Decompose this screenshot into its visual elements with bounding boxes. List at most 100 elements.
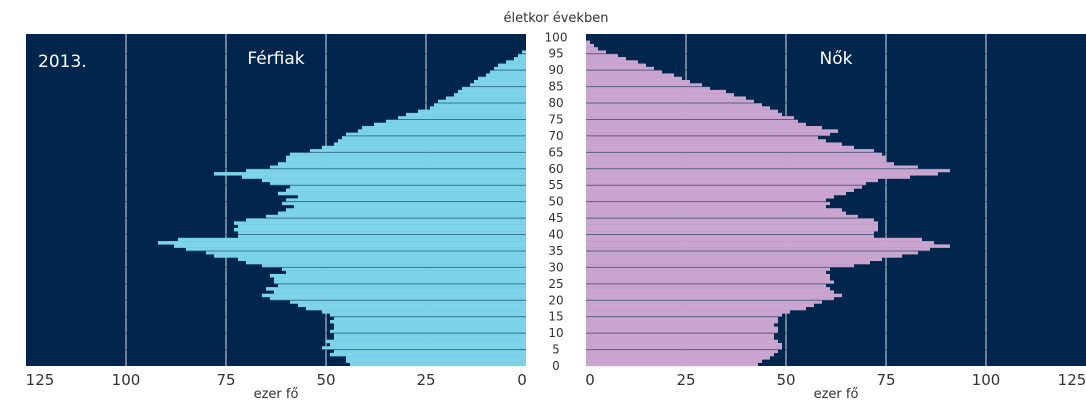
male-bar: [274, 290, 526, 294]
age-tick-label: 40: [548, 228, 563, 242]
male-bar: [278, 162, 526, 166]
male-bar: [278, 191, 526, 196]
female-bar: [586, 145, 854, 150]
age-tick-label: 5: [552, 343, 560, 357]
female-bar: [586, 57, 626, 61]
female-bar: [586, 283, 826, 288]
female-bar: [586, 273, 830, 278]
female-bar: [586, 152, 882, 156]
male-bar: [454, 93, 526, 97]
age-tick-label: 20: [548, 293, 563, 307]
female-bar: [586, 126, 822, 130]
female-bar: [586, 129, 838, 133]
female-bar: [586, 80, 690, 84]
female-bar: [586, 63, 646, 68]
age-tick-labels: 0 5 10 15 20 25 30 35 40 45 50 55 60 65 70 75 80 85 90 95 10…: [545, 30, 568, 373]
age-tick-label: 85: [548, 80, 563, 94]
male-bar: [294, 204, 526, 209]
male-bar: [322, 145, 526, 150]
male-bar: [238, 257, 526, 262]
male-bars: [158, 50, 526, 367]
male-bar: [158, 241, 526, 245]
male-bar: [282, 267, 526, 271]
x-tick-label: 125: [26, 371, 55, 389]
female-bar: [586, 122, 806, 127]
male-bar: [306, 306, 526, 311]
male-bar: [234, 221, 526, 225]
male-bar: [174, 244, 526, 248]
male-bar: [286, 270, 526, 275]
female-bar: [586, 53, 618, 58]
age-tick-label: 100: [545, 30, 568, 44]
age-tick-label: 70: [548, 129, 563, 143]
male-bar: [266, 287, 526, 291]
female-bar: [586, 73, 674, 77]
male-bar: [330, 313, 526, 317]
female-bar: [586, 132, 830, 137]
female-bar: [586, 342, 782, 347]
female-bar: [586, 267, 830, 271]
female-bar: [586, 86, 710, 91]
male-bar: [334, 142, 526, 146]
male-bar: [266, 214, 526, 219]
female-bar: [586, 181, 866, 186]
male-bar: [286, 198, 526, 202]
female-bar: [586, 290, 834, 294]
male-bar: [262, 178, 526, 183]
male-bar: [374, 122, 526, 127]
x-tick-label: 125: [1058, 371, 1086, 389]
male-bar: [310, 149, 526, 153]
female-bar: [586, 178, 878, 183]
female-bar: [586, 119, 798, 123]
female-bar: [586, 254, 902, 258]
female-bar: [586, 172, 938, 176]
age-tick-label: 75: [548, 112, 563, 126]
male-bar: [238, 231, 526, 235]
age-tick-label: 15: [548, 310, 563, 324]
male-bar: [462, 86, 526, 91]
male-bar: [282, 201, 526, 206]
male-bar: [490, 70, 526, 74]
male-bar: [514, 57, 526, 61]
female-bar: [586, 70, 662, 74]
female-bar: [586, 300, 822, 304]
male-bar: [290, 185, 526, 189]
male-bar: [178, 237, 526, 242]
male-bar: [346, 132, 526, 137]
female-bar: [586, 76, 682, 81]
x-tick-label: 50: [316, 371, 335, 389]
female-bar: [586, 244, 950, 248]
female-bar: [586, 89, 726, 94]
male-bar: [486, 73, 526, 77]
male-bar: [346, 356, 526, 360]
male-bar: [434, 103, 526, 107]
male-bar: [470, 83, 526, 87]
male-bar: [262, 264, 526, 268]
male-bar: [334, 316, 526, 321]
female-bar: [586, 40, 590, 45]
female-bar: [586, 103, 762, 107]
female-bar: [586, 185, 862, 189]
x-tick-label: 100: [112, 371, 141, 389]
male-bar: [238, 224, 526, 229]
male-bar: [350, 362, 526, 367]
female-bar: [586, 155, 886, 160]
male-bar: [322, 346, 526, 350]
male-bar: [498, 63, 526, 68]
female-bar: [586, 319, 778, 324]
age-tick-label: 55: [548, 178, 563, 192]
female-bar: [586, 234, 874, 239]
male-bar: [242, 175, 526, 179]
male-bar: [358, 129, 526, 133]
female-bar: [586, 96, 746, 100]
female-bar: [586, 280, 834, 285]
female-bar: [586, 336, 774, 340]
female-bar: [586, 158, 886, 163]
age-tick-label: 0: [552, 359, 560, 373]
female-bar: [586, 198, 826, 202]
female-bar: [586, 112, 782, 117]
male-bar: [326, 339, 526, 344]
male-bar: [506, 60, 526, 64]
male-bar: [270, 296, 526, 301]
age-tick-label: 35: [548, 244, 563, 258]
